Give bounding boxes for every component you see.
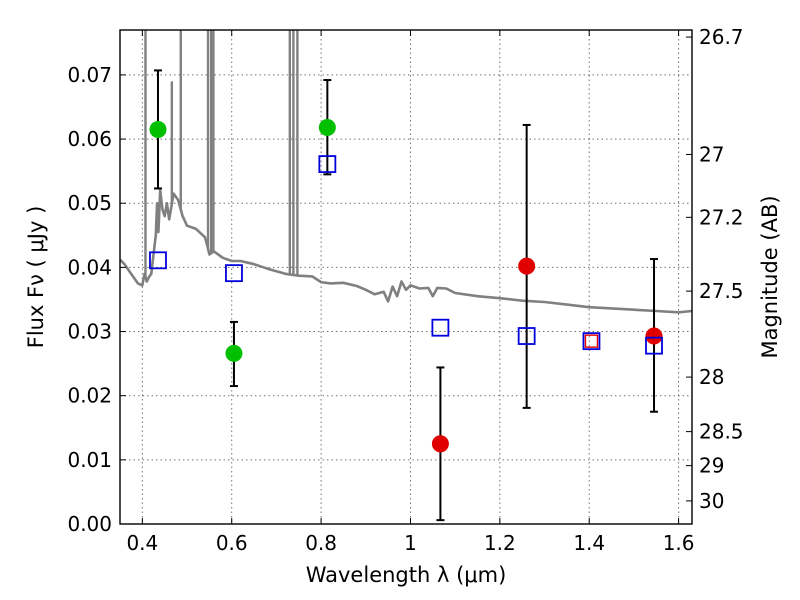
right-tick-label: 27.2 [699, 205, 744, 229]
y-tick-label: 0.06 [67, 127, 112, 151]
y-axis-label: Flux Fν ( μJy ) [24, 206, 48, 349]
model-flux-square [582, 332, 601, 351]
model-spectrum-line [120, 189, 692, 314]
photometry-point [149, 120, 167, 138]
model-flux-square [149, 251, 167, 270]
x-tick-label: 1.4 [573, 531, 605, 555]
model-flux-square [584, 334, 599, 348]
right-tick-label: 28.5 [699, 420, 744, 444]
model-flux-square [431, 318, 450, 337]
x-tick-label: 1 [404, 531, 417, 555]
y-tick-label: 0.07 [67, 63, 112, 87]
plot-area [120, 30, 692, 522]
grid-layer [120, 30, 692, 524]
right-tick-label: 27 [699, 142, 724, 166]
y-tick-label: 0.05 [67, 191, 112, 215]
y-tick-label: 0.01 [67, 448, 112, 472]
x-tick-label: 0.8 [305, 531, 337, 555]
photometry-point [225, 344, 243, 362]
plot-frame [119, 29, 693, 525]
axes-layer: 0.4 0.6 0.8 1 1.2 1.4 1.6 0.00 0.01 0.02 0.03 0.04 0… [67, 25, 743, 555]
right-tick-label: 27.5 [699, 279, 744, 303]
right-tick-label: 28 [699, 365, 724, 389]
right-tick-label: 26.7 [699, 25, 744, 49]
photometry-point [518, 257, 536, 275]
model-flux-square [225, 264, 243, 283]
photometry-point [318, 119, 336, 137]
right-axis-label: Magnitude (AB) [758, 195, 782, 358]
y-tick-label: 0.04 [67, 255, 112, 279]
model-flux-square [645, 336, 663, 355]
x-tick-label: 0.4 [126, 531, 158, 555]
x-tick-label: 1.2 [484, 531, 516, 555]
model-flux-square [517, 327, 536, 345]
right-tick-label: 29 [699, 454, 724, 478]
x-tick-label: 0.6 [216, 531, 248, 555]
photometry-point [431, 435, 449, 453]
y-tick-label: 0.00 [67, 512, 112, 536]
right-tick-label: 30 [699, 489, 724, 513]
x-axis-label: Wavelength λ (μm) [306, 563, 507, 587]
model-flux-square [318, 155, 337, 173]
x-tick-label: 1.6 [663, 531, 695, 555]
y-tick-label: 0.02 [67, 384, 112, 408]
y-tick-label: 0.03 [67, 320, 112, 344]
photometry-point [645, 327, 663, 345]
